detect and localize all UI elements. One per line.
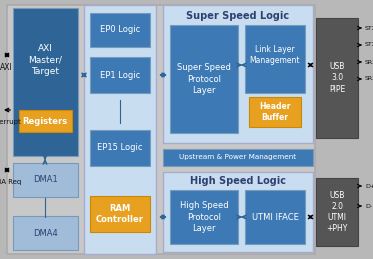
Text: RAM
Controller: RAM Controller <box>96 204 144 224</box>
Bar <box>90 196 150 232</box>
Bar <box>19 110 72 132</box>
Text: High Speed Logic: High Speed Logic <box>190 176 286 186</box>
Text: Super Speed Logic: Super Speed Logic <box>186 11 289 21</box>
Bar <box>170 190 238 244</box>
Text: Registers: Registers <box>22 117 68 126</box>
Bar <box>163 149 313 166</box>
Text: DMA1: DMA1 <box>32 176 57 184</box>
Bar <box>84 5 156 254</box>
Text: SRX-: SRX- <box>365 76 373 82</box>
Bar <box>170 25 238 133</box>
Text: Header
Buffer: Header Buffer <box>259 102 291 122</box>
Text: AXI
Master/
Target: AXI Master/ Target <box>28 44 62 76</box>
Bar <box>90 130 150 166</box>
Text: D-: D- <box>365 204 372 208</box>
Text: High Speed
Protocol
Layer: High Speed Protocol Layer <box>180 202 228 233</box>
Bar <box>249 97 301 127</box>
Bar <box>90 13 150 47</box>
Bar <box>13 216 78 250</box>
Text: STX-: STX- <box>365 42 373 47</box>
Text: EP0 Logic: EP0 Logic <box>100 25 140 34</box>
Text: Interrupt: Interrupt <box>0 119 21 125</box>
Text: Super Speed
Protocol
Layer: Super Speed Protocol Layer <box>177 63 231 95</box>
Bar <box>163 172 313 252</box>
Bar <box>90 57 150 93</box>
Text: Upstream & Power Management: Upstream & Power Management <box>179 154 297 160</box>
Text: DMA Req: DMA Req <box>0 179 22 185</box>
Bar <box>245 190 305 244</box>
Bar <box>316 178 358 246</box>
Text: SRX+: SRX+ <box>365 60 373 64</box>
Text: EP15 Logic: EP15 Logic <box>97 143 143 153</box>
Text: USB
3.0
PIPE: USB 3.0 PIPE <box>329 62 345 93</box>
Text: AXI: AXI <box>0 62 12 71</box>
Bar <box>163 5 313 143</box>
Text: D+: D+ <box>365 183 373 189</box>
Bar <box>245 25 305 93</box>
Text: USB
2.0
UTMI
+PHY: USB 2.0 UTMI +PHY <box>326 191 348 233</box>
Text: STX+: STX+ <box>365 25 373 31</box>
Text: EP1 Logic: EP1 Logic <box>100 70 140 80</box>
Bar <box>13 163 78 197</box>
Bar <box>7 5 315 254</box>
Bar <box>13 8 78 156</box>
Text: DMA4: DMA4 <box>32 228 57 238</box>
Text: Link Layer
Management: Link Layer Management <box>250 45 300 65</box>
Text: UTMI IFACE: UTMI IFACE <box>251 212 298 221</box>
Bar <box>316 18 358 138</box>
